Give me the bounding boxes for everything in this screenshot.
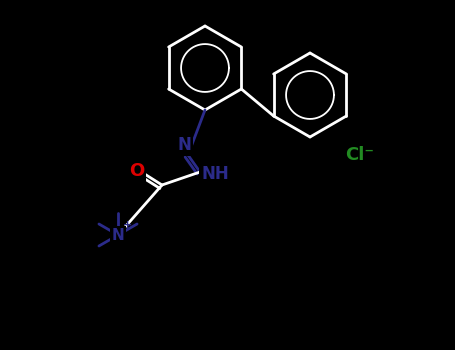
Text: N: N — [177, 136, 191, 154]
Text: O: O — [129, 162, 145, 180]
Text: Cl⁻: Cl⁻ — [345, 146, 374, 164]
Text: +: + — [122, 220, 131, 230]
Text: NH: NH — [201, 165, 229, 183]
Text: N: N — [111, 228, 124, 243]
